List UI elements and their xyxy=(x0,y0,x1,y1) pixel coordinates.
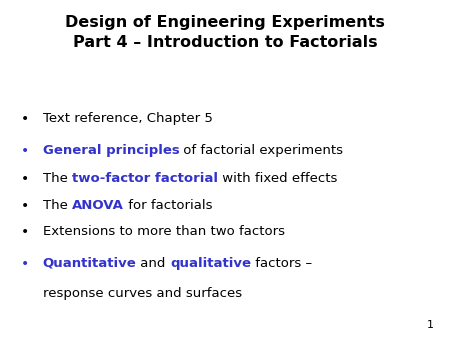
Text: •: • xyxy=(21,172,29,186)
Text: of factorial experiments: of factorial experiments xyxy=(180,144,343,156)
Text: for factorials: for factorials xyxy=(124,199,212,212)
Text: Text reference, Chapter 5: Text reference, Chapter 5 xyxy=(43,112,212,124)
Text: two-factor factorial: two-factor factorial xyxy=(72,172,218,185)
Text: Extensions to more than two factors: Extensions to more than two factors xyxy=(43,225,285,238)
Text: and: and xyxy=(136,257,170,270)
Text: ANOVA: ANOVA xyxy=(72,199,124,212)
Text: The: The xyxy=(43,172,72,185)
Text: •: • xyxy=(21,112,29,125)
Text: response curves and surfaces: response curves and surfaces xyxy=(43,287,242,299)
Text: •: • xyxy=(21,257,29,271)
Text: •: • xyxy=(21,199,29,213)
Text: 1: 1 xyxy=(427,319,434,330)
Text: Quantitative: Quantitative xyxy=(43,257,136,270)
Text: with fixed effects: with fixed effects xyxy=(218,172,337,185)
Text: Design of Engineering Experiments
Part 4 – Introduction to Factorials: Design of Engineering Experiments Part 4… xyxy=(65,15,385,50)
Text: The: The xyxy=(43,199,72,212)
Text: •: • xyxy=(21,144,29,158)
Text: qualitative: qualitative xyxy=(170,257,251,270)
Text: General principles: General principles xyxy=(43,144,180,156)
Text: •: • xyxy=(21,225,29,239)
Text: factors –: factors – xyxy=(251,257,312,270)
